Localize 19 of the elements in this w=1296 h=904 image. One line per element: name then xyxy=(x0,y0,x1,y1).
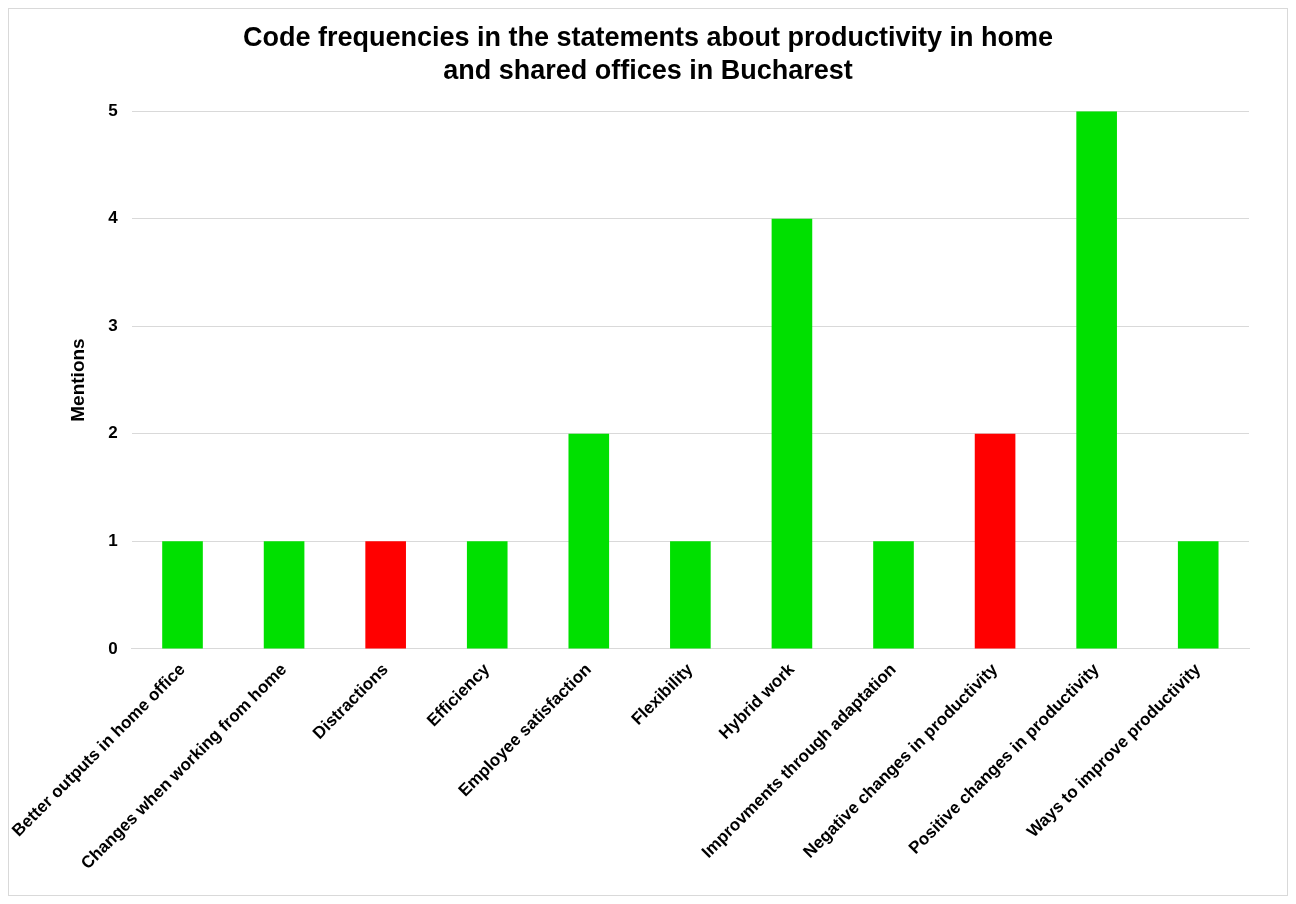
bar xyxy=(873,541,914,649)
bar xyxy=(466,541,508,649)
bar xyxy=(162,541,203,649)
y-axis-title: Mentions xyxy=(67,338,89,422)
bar xyxy=(365,541,406,649)
chart-title: Code frequencies in the statements about productivity in home and shared offices in Bucharest xyxy=(241,21,1055,87)
bar xyxy=(1076,111,1117,649)
bar xyxy=(263,541,305,649)
y-tick-label: 0 xyxy=(108,638,118,658)
bar xyxy=(771,218,813,649)
bar xyxy=(974,433,1016,649)
bar xyxy=(568,433,610,649)
y-tick-label: 1 xyxy=(108,531,118,551)
y-tick-label: 4 xyxy=(108,208,119,228)
y-tick-label: 2 xyxy=(108,423,118,443)
y-tick-label: 5 xyxy=(108,100,118,120)
y-tick-label: 3 xyxy=(108,315,118,335)
bar xyxy=(1177,541,1219,649)
bar xyxy=(670,541,711,649)
